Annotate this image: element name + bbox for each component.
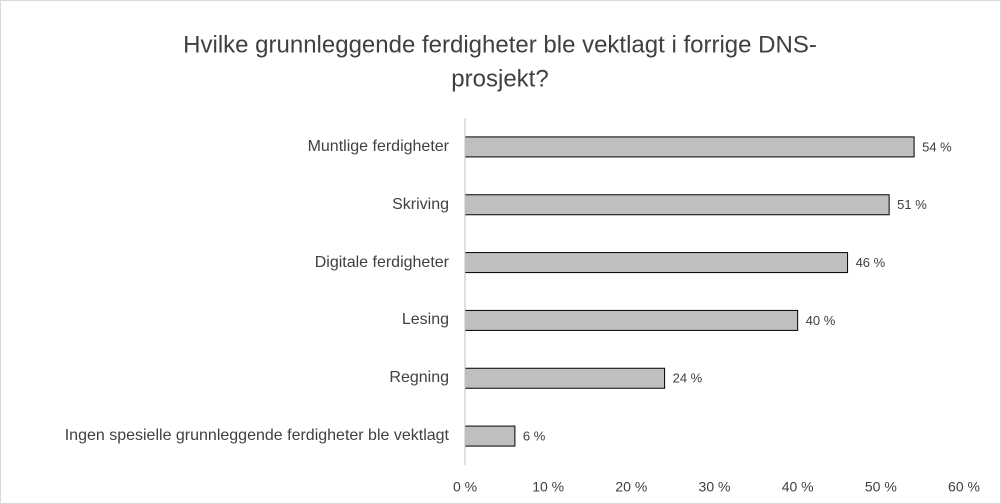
category-text: Lesing xyxy=(401,311,449,329)
chart-title: Hvilke grunnleggende ferdigheter ble vek… xyxy=(183,31,817,58)
x-tick-label: 0 % xyxy=(453,479,477,495)
y-tick-label: Skriving xyxy=(0,195,449,215)
y-tick-label: Ingen spesielle grunnleggende ferdighete… xyxy=(0,426,449,446)
x-tick-label: 60 % xyxy=(948,479,980,495)
category-text: Skriving xyxy=(392,195,449,213)
data-label: 54 % xyxy=(922,139,952,154)
x-tick-label: 50 % xyxy=(865,479,897,495)
y-tick-label: Digitale ferdigheter xyxy=(0,253,449,273)
data-label: 6 % xyxy=(523,429,546,444)
bar xyxy=(464,425,516,447)
data-label: 51 % xyxy=(897,197,927,212)
bar xyxy=(464,136,915,158)
x-tick-label: 40 % xyxy=(782,479,814,495)
data-label: 40 % xyxy=(806,313,836,328)
data-label: 46 % xyxy=(856,255,886,270)
bar xyxy=(464,367,666,389)
category-text: Ingen spesielle grunnleggende ferdighete… xyxy=(64,427,449,445)
y-tick-label: Regning xyxy=(0,368,449,388)
data-label: 24 % xyxy=(673,371,703,386)
bar xyxy=(464,194,890,216)
y-tick-label: Muntlige ferdigheter xyxy=(0,137,449,157)
chart-title: prosjekt? xyxy=(451,65,548,92)
x-tick-label: 30 % xyxy=(699,479,731,495)
bar xyxy=(464,309,799,331)
x-tick-label: 20 % xyxy=(615,479,647,495)
category-text: Muntlige ferdigheter xyxy=(307,137,449,155)
bar xyxy=(464,252,849,274)
x-tick-label: 10 % xyxy=(532,479,564,495)
category-text: Regning xyxy=(389,369,449,387)
category-text: Digitale ferdigheter xyxy=(314,253,449,271)
y-tick-label: Lesing xyxy=(0,310,449,330)
